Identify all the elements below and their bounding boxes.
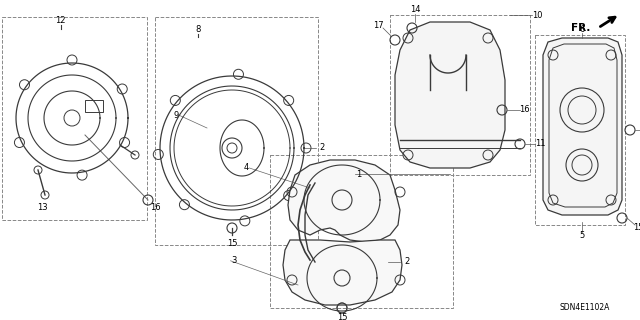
Polygon shape: [543, 38, 622, 215]
Text: 3: 3: [231, 256, 236, 265]
Text: 10: 10: [532, 11, 542, 20]
Text: 16: 16: [150, 203, 160, 212]
Text: 4: 4: [244, 164, 249, 172]
Bar: [85, 100, 103, 112]
Bar: [2, 17, 147, 220]
Text: 5: 5: [579, 231, 584, 241]
Text: 2: 2: [319, 143, 324, 153]
Bar: [270, 155, 453, 308]
Text: 12: 12: [56, 16, 66, 25]
Text: 15: 15: [337, 313, 348, 320]
Text: 11: 11: [535, 140, 545, 148]
Polygon shape: [288, 160, 400, 242]
Text: FR.: FR.: [571, 23, 590, 33]
Text: 15: 15: [227, 239, 237, 249]
Text: 14: 14: [410, 5, 420, 14]
Bar: [390, 15, 530, 175]
Bar: [155, 17, 318, 245]
Text: 15: 15: [633, 223, 640, 233]
Text: 16: 16: [518, 106, 529, 115]
Text: 8: 8: [196, 26, 201, 35]
Polygon shape: [395, 22, 505, 168]
Text: 17: 17: [372, 20, 383, 29]
Text: 13: 13: [36, 204, 47, 212]
Text: SDN4E1102A: SDN4E1102A: [559, 303, 610, 312]
Text: 1: 1: [356, 170, 361, 179]
Polygon shape: [283, 240, 402, 305]
Text: 6: 6: [579, 26, 585, 35]
Text: 9: 9: [173, 111, 179, 120]
Bar: [535, 35, 625, 225]
Text: 2: 2: [404, 258, 410, 267]
